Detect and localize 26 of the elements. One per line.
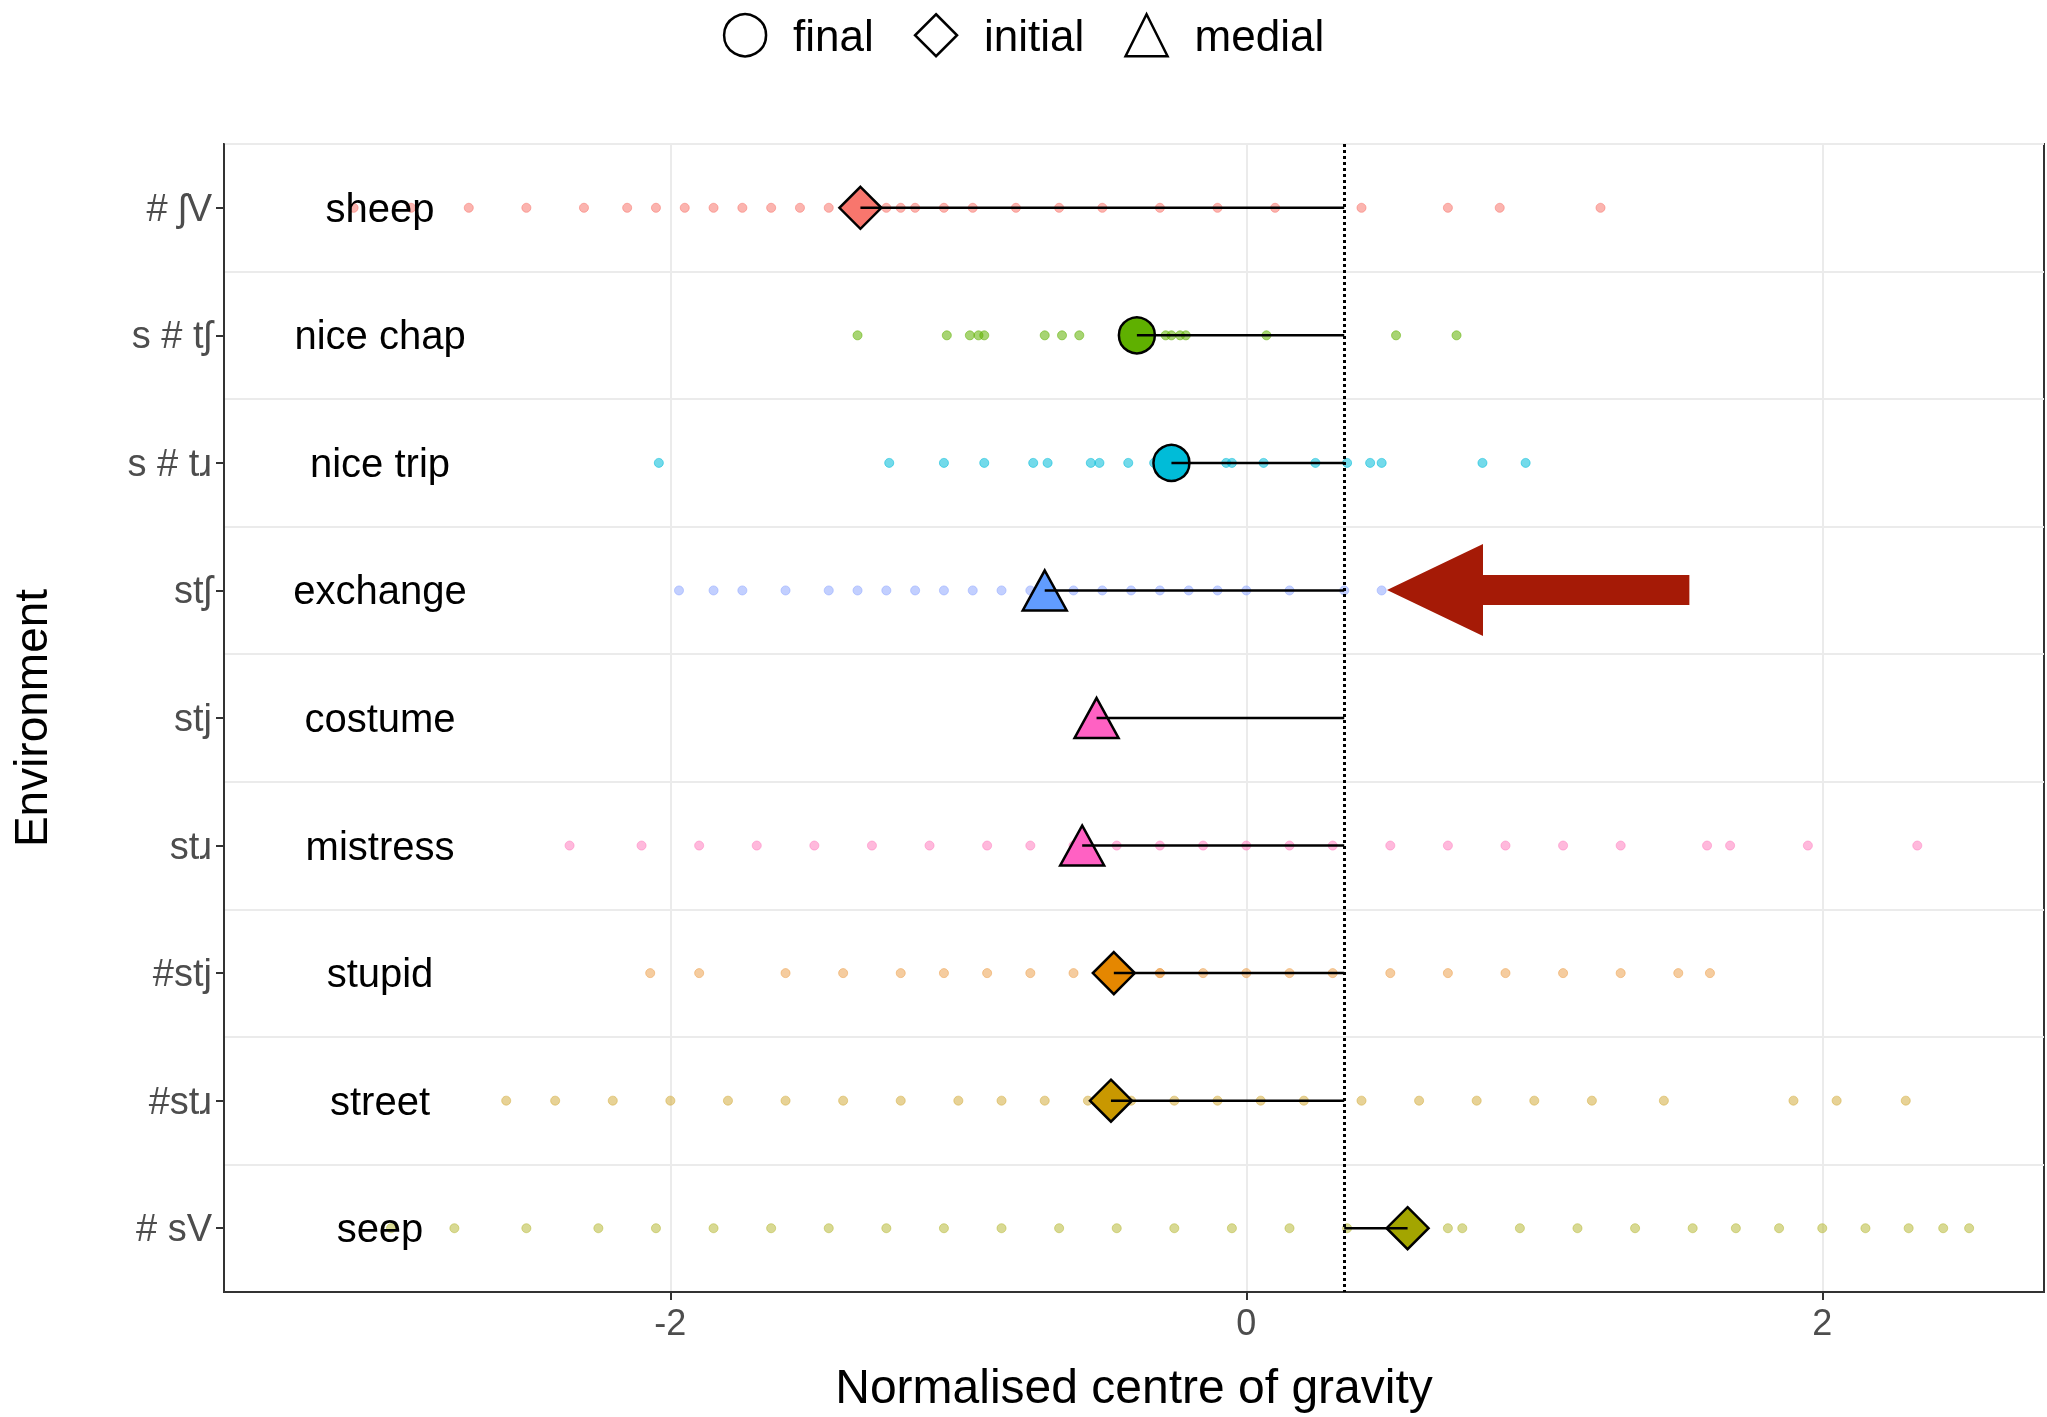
annotation: stupid xyxy=(326,951,434,996)
y-tick-label: s # tɹ xyxy=(127,441,212,484)
x-tick-label: -2 xyxy=(654,1301,687,1343)
x-axis-title: Normalised centre of gravity xyxy=(835,1359,1433,1413)
legend-label: medial xyxy=(1194,10,1325,60)
y-tick-label: stʃ xyxy=(174,569,215,612)
y-tick-label: # ʃV xyxy=(146,186,213,229)
y-tick-label: stj xyxy=(174,697,212,739)
legend-label: final xyxy=(793,10,874,60)
y-axis-title: Environment xyxy=(5,588,57,848)
annotation: nice trip xyxy=(309,440,451,485)
y-tick-label: stɹ xyxy=(169,824,212,867)
y-tick-label: # sV xyxy=(135,1207,213,1250)
annotation: sheep xyxy=(325,185,435,230)
legend-label: initial xyxy=(984,10,1085,60)
annotation: street xyxy=(329,1078,431,1123)
x-tick-label: 2 xyxy=(1812,1301,1833,1343)
y-tick-label: #stɹ xyxy=(148,1079,212,1122)
annotation: mistress xyxy=(305,823,455,868)
annotation: seep xyxy=(336,1206,424,1251)
annotation: nice chap xyxy=(294,313,466,358)
annotation: exchange xyxy=(293,568,467,613)
annotation: costume xyxy=(304,696,456,740)
y-tick-label: s # tʃ xyxy=(131,314,215,357)
y-tick-label: #stj xyxy=(152,952,212,995)
x-tick-label: 0 xyxy=(1236,1301,1257,1343)
